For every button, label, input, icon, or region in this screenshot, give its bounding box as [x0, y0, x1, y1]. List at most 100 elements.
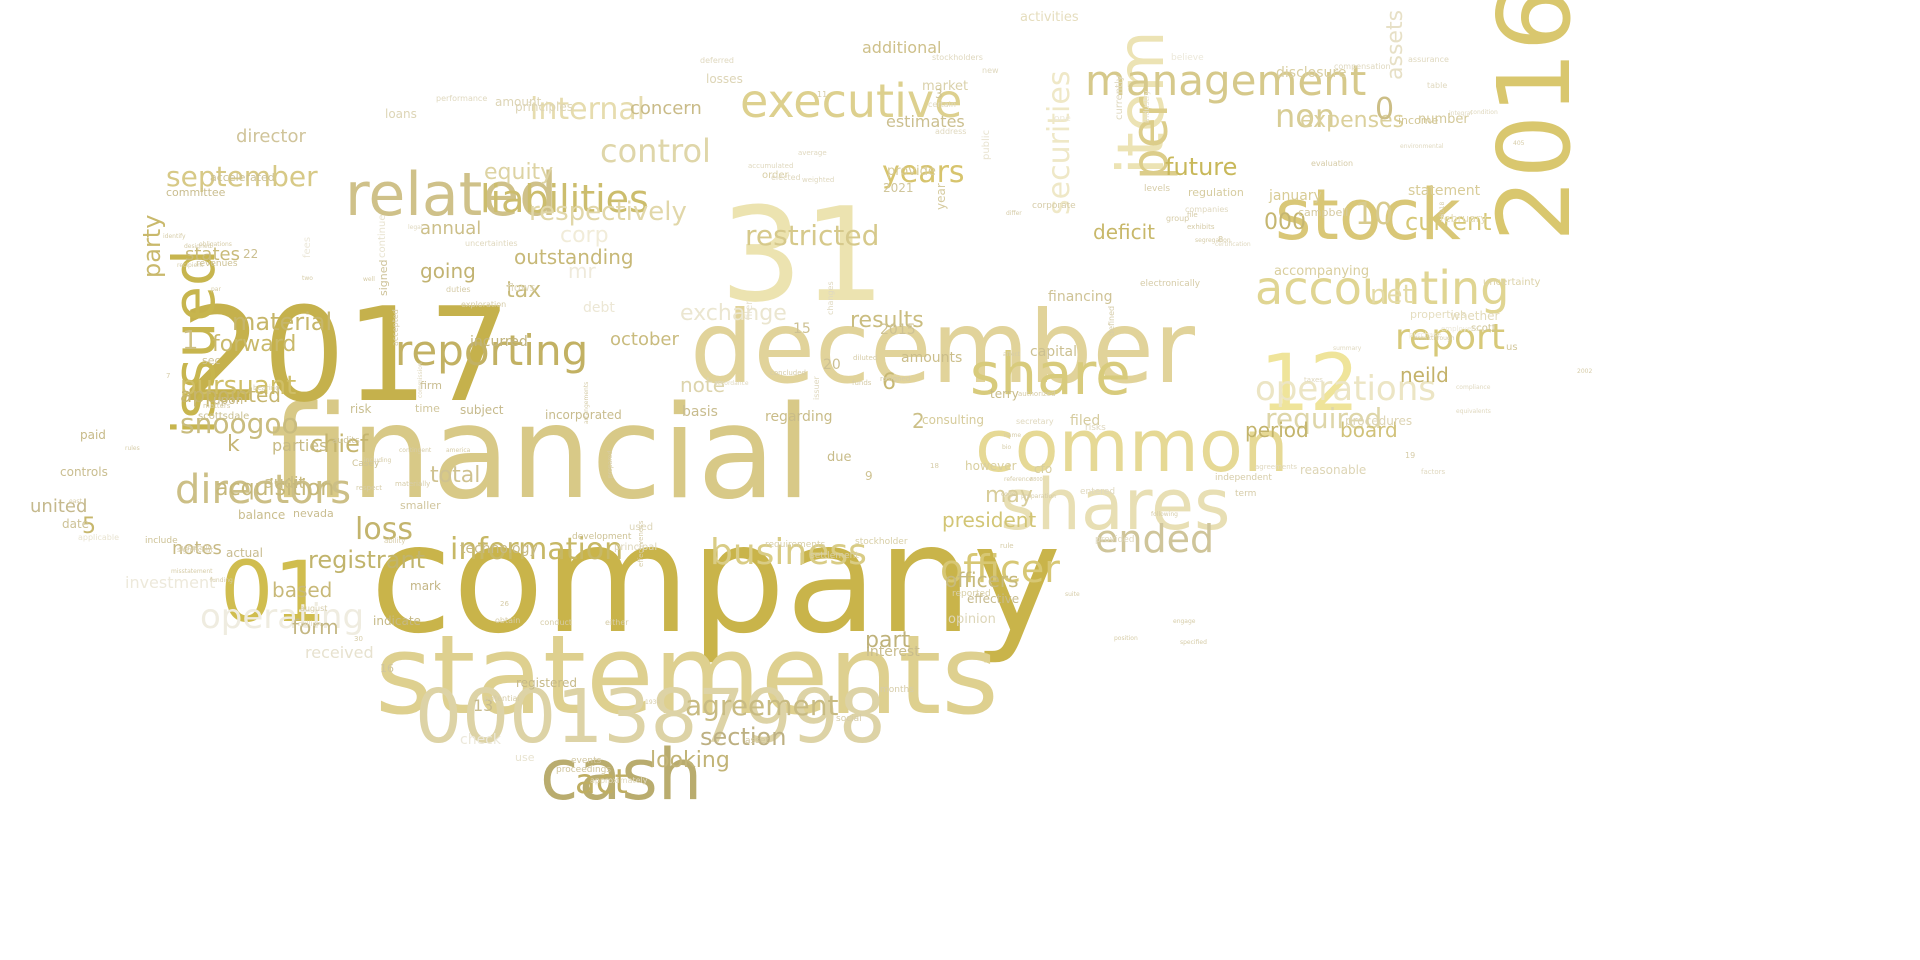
cloud-word: signed [377, 259, 390, 297]
cloud-word: total [430, 463, 481, 488]
cloud-word: stockholders [932, 53, 983, 62]
cloud-word: part [865, 628, 911, 653]
cloud-word: campbell [1298, 206, 1349, 219]
cloud-word: sec [202, 354, 221, 367]
cloud-word: significant [177, 546, 214, 554]
cloud-word: 9 [865, 469, 873, 483]
cloud-word: balance [238, 508, 286, 522]
cloud-word: states [185, 244, 240, 265]
cloud-word: events [571, 756, 602, 766]
cloud-word: 2018 [1439, 201, 1446, 217]
cloud-word: corp [560, 223, 609, 248]
cloud-word: act [575, 762, 628, 802]
cloud-word: ability [384, 537, 406, 545]
cloud-word: social [836, 714, 862, 724]
cloud-word: duties [446, 285, 471, 294]
cloud-word: million [298, 620, 322, 628]
cloud-word: corporate [1032, 201, 1076, 211]
cloud-word: affect [1003, 351, 1021, 358]
cloud-word: employees [1441, 325, 1480, 333]
cloud-word: rules [125, 445, 140, 452]
cloud-word: filer [744, 300, 755, 320]
cloud-word: registered [516, 676, 578, 690]
cloud-word: taxes [1304, 376, 1323, 384]
cloud-word: agreement [685, 689, 839, 722]
cloud-word: concluded [770, 369, 806, 377]
cloud-word: note [680, 373, 726, 397]
cloud-word: secretary [1016, 417, 1054, 426]
cloud-word: exploration [461, 300, 507, 309]
cloud-word: snoogoo [180, 407, 299, 440]
cloud-word: cash [540, 734, 703, 816]
cloud-word: outstanding [514, 245, 634, 269]
cloud-word: check [460, 732, 501, 748]
cloud-word: funding [210, 577, 233, 584]
cloud-word: amount [495, 95, 542, 109]
cloud-word: future [1165, 153, 1238, 181]
cloud-word: certification [1215, 241, 1251, 248]
cloud-word: properties [1410, 308, 1467, 321]
cloud-word: scott [1471, 323, 1496, 334]
cloud-word: entered [1080, 487, 1116, 497]
cloud-word: one [1054, 114, 1071, 124]
cloud-word: development [572, 532, 632, 542]
cloud-word: internal [530, 92, 646, 127]
cloud-word: segregation [1195, 237, 1231, 244]
cloud-word: proceedings [556, 765, 612, 775]
cloud-word: conduct [540, 618, 573, 627]
cloud-word: bio [1002, 444, 1012, 451]
cloud-word: based [272, 578, 333, 602]
cloud-word: accumulated [748, 162, 794, 170]
cloud-word: matters [203, 402, 231, 410]
cloud-word: audits [332, 436, 360, 446]
cloud-word: commission [417, 362, 424, 398]
cloud-word: september [166, 160, 318, 193]
cloud-word: approximately [590, 776, 648, 785]
cloud-word: par [211, 286, 221, 293]
cloud-word: material [232, 308, 333, 336]
cloud-word: pursuant [180, 371, 297, 401]
cloud-word: february [1440, 212, 1487, 225]
cloud-word: filed [1070, 413, 1101, 429]
cloud-word: scottsdale [198, 411, 250, 422]
cloud-word: 22 [243, 247, 259, 261]
cloud-word: non [1275, 97, 1336, 135]
cloud-word: accordance [714, 380, 749, 387]
cloud-word: either [605, 618, 629, 627]
cloud-word: 01 [220, 543, 327, 641]
cloud-word: 13 [473, 696, 494, 715]
cloud-word: year [934, 183, 948, 210]
cloud-word: received [305, 643, 374, 662]
cloud-word: position [1114, 635, 1138, 642]
cloud-word: code [1001, 491, 1016, 498]
cloud-word: 16 [380, 662, 394, 675]
cloud-word: statement [1408, 183, 1481, 199]
cloud-word: 2017 [180, 279, 511, 431]
cloud-word: resigned [880, 375, 911, 383]
cloud-word: 18 [930, 462, 939, 470]
cloud-word: may [985, 483, 1033, 508]
cloud-word: procedures [1345, 414, 1413, 428]
cloud-word: flows [507, 281, 536, 294]
cloud-word: provided [1095, 535, 1135, 545]
cloud-word: officer [940, 547, 1060, 591]
cloud-word: basis [682, 404, 718, 420]
cloud-word: reference [1004, 476, 1033, 483]
cloud-word: january [1269, 188, 1322, 204]
cloud-word: indicate [373, 614, 421, 628]
cloud-word: losses [706, 72, 743, 86]
cloud-word: differ [1006, 210, 1022, 217]
cloud-word: legal [408, 224, 423, 231]
cloud-word: related [345, 160, 558, 230]
cloud-word: appointed [180, 383, 281, 407]
cloud-word: net [1370, 280, 1413, 310]
cloud-word: effectiveness [637, 520, 645, 567]
cloud-word: public [981, 129, 992, 160]
cloud-word: including [364, 457, 392, 464]
cloud-word: annual [420, 218, 482, 239]
cloud-word: east [69, 498, 82, 505]
cloud-word: concern [630, 98, 702, 119]
cloud-word: terry [990, 387, 1019, 401]
cloud-word: changes [826, 281, 835, 315]
cloud-word: asset [745, 736, 769, 746]
